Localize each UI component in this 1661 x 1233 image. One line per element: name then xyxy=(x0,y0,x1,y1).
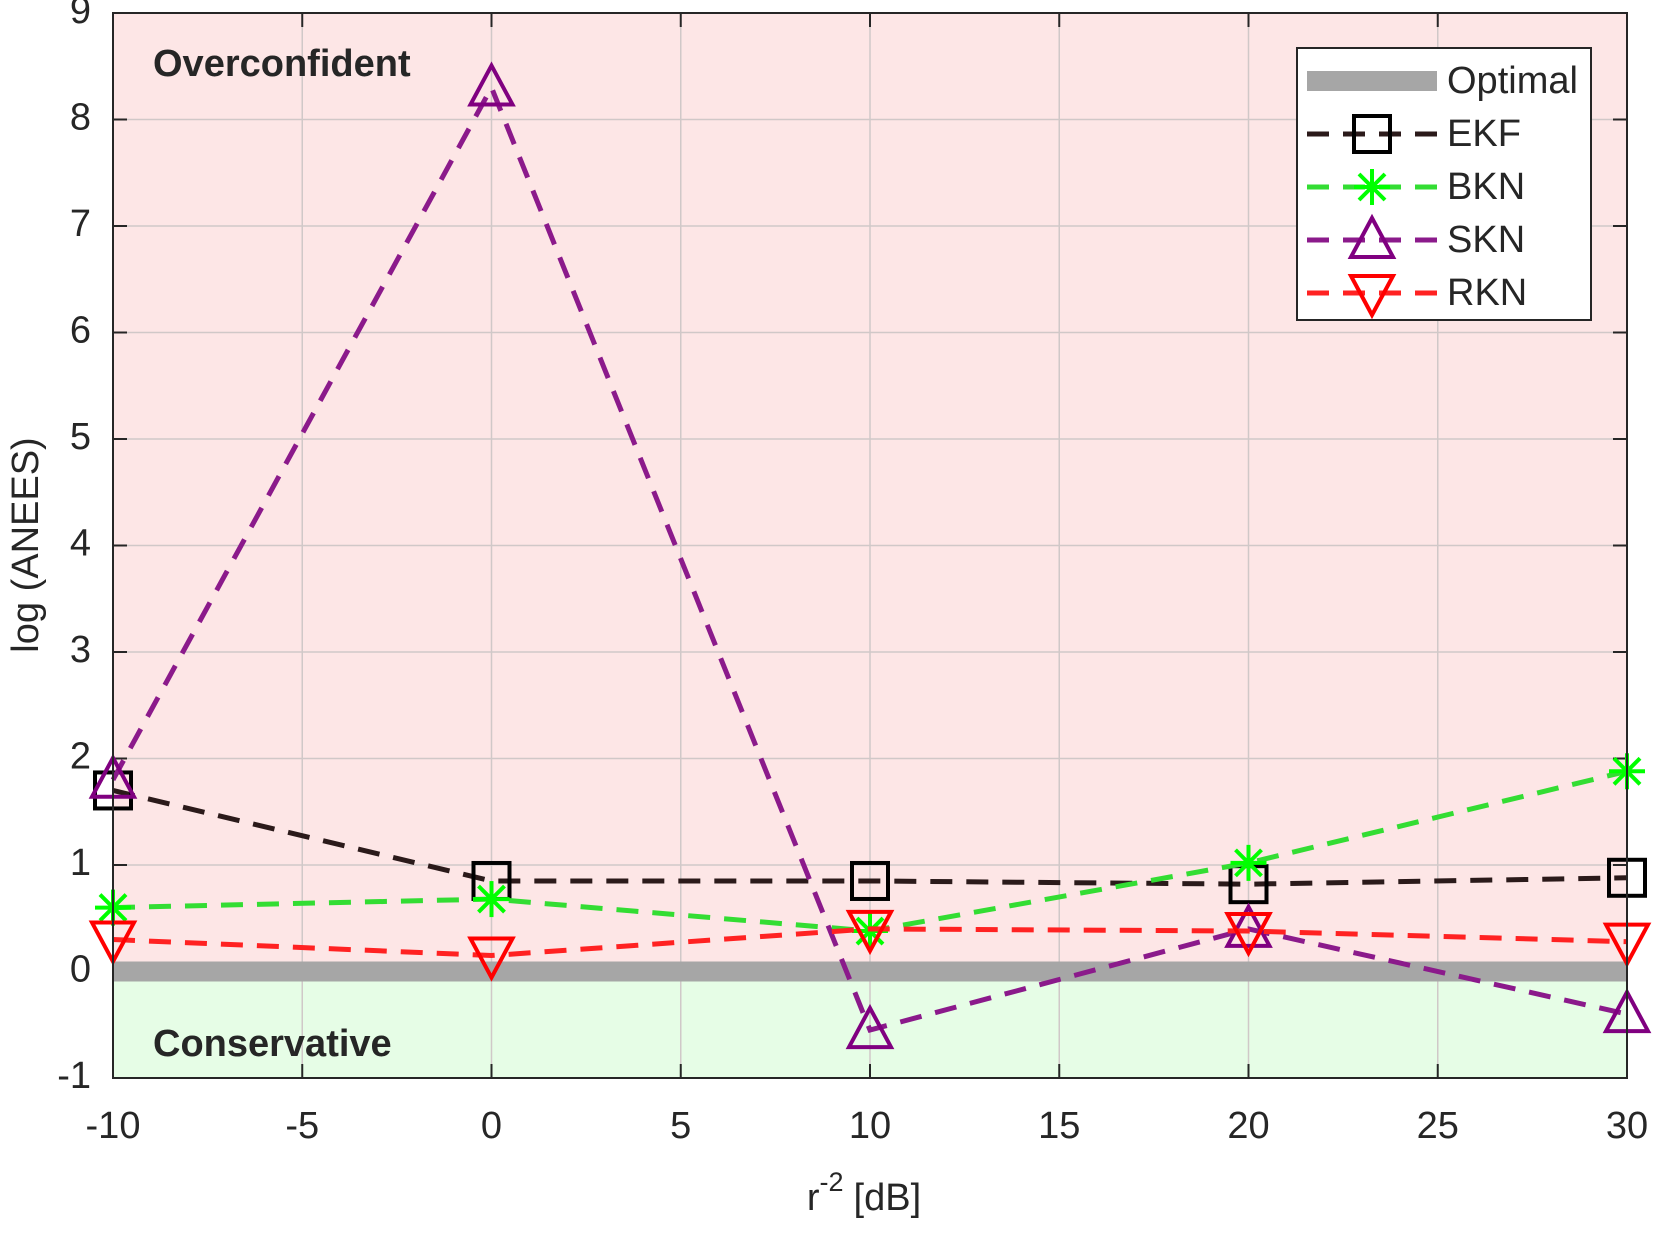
y-tick-label: 7 xyxy=(70,203,91,245)
legend-label: Optimal xyxy=(1447,60,1578,102)
legend-label: BKN xyxy=(1447,166,1525,208)
y-tick-label: -1 xyxy=(57,1055,91,1097)
y-tick-label: 6 xyxy=(70,310,91,352)
legend-label: EKF xyxy=(1447,113,1521,155)
x-tick-label: 15 xyxy=(1038,1105,1080,1147)
legend-box xyxy=(1296,47,1592,321)
x-label-sup: -2 xyxy=(820,1167,844,1197)
y-tick-label: 9 xyxy=(70,0,91,32)
series-line xyxy=(110,81,1628,1034)
x-label-rest: [dB] xyxy=(854,1177,922,1219)
marker-square xyxy=(1352,114,1392,154)
y-tick-label: 0 xyxy=(70,949,91,991)
x-tick-label: 20 xyxy=(1227,1105,1269,1147)
asterisk-stroke xyxy=(1357,172,1387,202)
y-tick-label: 5 xyxy=(70,416,91,458)
marker-asterisk xyxy=(1354,169,1390,205)
marker-triangle xyxy=(1224,902,1273,948)
legend-label: RKN xyxy=(1447,272,1527,314)
marker-triangle xyxy=(1347,213,1397,259)
series-line xyxy=(112,926,1628,959)
y-tick-label: 1 xyxy=(70,842,91,884)
marker-asterisk xyxy=(1230,844,1267,881)
asterisk-stroke xyxy=(477,884,506,914)
marker-square xyxy=(850,860,890,901)
x-tick-label: -5 xyxy=(285,1105,319,1147)
series-line xyxy=(112,788,1628,887)
axes-box xyxy=(112,12,1628,1079)
asterisk-stroke xyxy=(1234,848,1263,878)
y-tick-label: 3 xyxy=(70,629,91,671)
marker-triangle xyxy=(467,61,516,107)
x-tick-label: 10 xyxy=(849,1105,891,1147)
x-axis-label: r-2 [dB] xyxy=(807,1167,921,1219)
marker-triangle xyxy=(1347,274,1397,320)
legend-label: SKN xyxy=(1447,219,1525,261)
y-tick-label: 4 xyxy=(70,523,91,565)
annotation: Overconfident xyxy=(153,43,411,85)
x-tick-label: -10 xyxy=(86,1105,141,1147)
annotation: Conservative xyxy=(153,1023,392,1065)
marker-triangle xyxy=(845,909,895,956)
x-label-base: r xyxy=(807,1177,820,1219)
y-axis-label: log (ANEES) xyxy=(5,437,47,652)
x-tick-label: 0 xyxy=(481,1105,502,1147)
marker-triangle xyxy=(845,1003,895,1050)
marker-asterisk xyxy=(473,881,510,918)
x-tick-label: 30 xyxy=(1606,1105,1648,1147)
x-tick-label: 5 xyxy=(670,1105,691,1147)
y-tick-label: 8 xyxy=(70,97,91,139)
marker-triangle xyxy=(467,936,516,982)
marker-triangle xyxy=(1224,912,1273,958)
y-tick-label: 2 xyxy=(70,736,91,778)
x-tick-label: 25 xyxy=(1417,1105,1459,1147)
